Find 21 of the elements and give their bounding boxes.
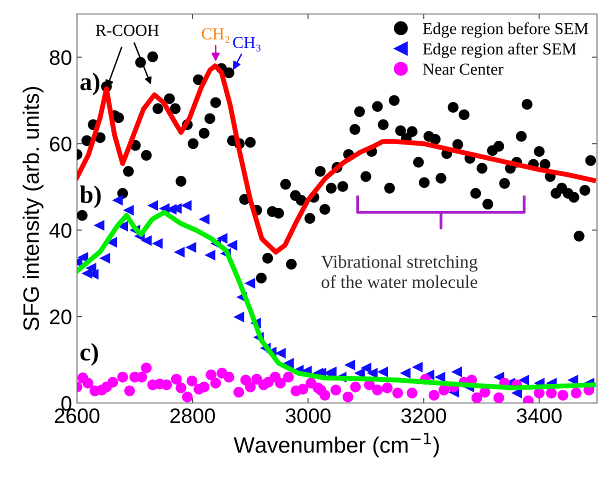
- x-axis-title: Wavenumber (cm$^{−1}$): [234, 432, 439, 458]
- annotation: Vibrational stretching of the water molecule: [321, 255, 478, 288]
- annotation: a): [80, 72, 100, 96]
- legend-label: Edge region after SEM: [422, 42, 576, 58]
- x-tick-label: 2800: [170, 408, 215, 424]
- y-tick-label: 40: [49, 223, 72, 238]
- line-series: [77, 63, 596, 255]
- annotation: c): [80, 343, 98, 366]
- y-tick-label: 80: [50, 50, 72, 65]
- annotation: R-COOH: [96, 24, 159, 36]
- y-tick-label: 60: [50, 136, 72, 152]
- x-tick-label: 3400: [516, 408, 562, 424]
- annotation: b): [80, 185, 101, 208]
- y-axis-title: SFG intensity (arb. units): [22, 86, 44, 330]
- legend-label: Near Center: [422, 64, 504, 75]
- x-tick-label: 3200: [401, 408, 446, 424]
- annotation: CH₂: [202, 28, 230, 43]
- legend-label: Edge region before SEM: [422, 22, 588, 38]
- y-tick-label: 20: [50, 310, 72, 324]
- x-tick-label: 3000: [286, 408, 330, 424]
- annotation: CH₃: [233, 36, 261, 52]
